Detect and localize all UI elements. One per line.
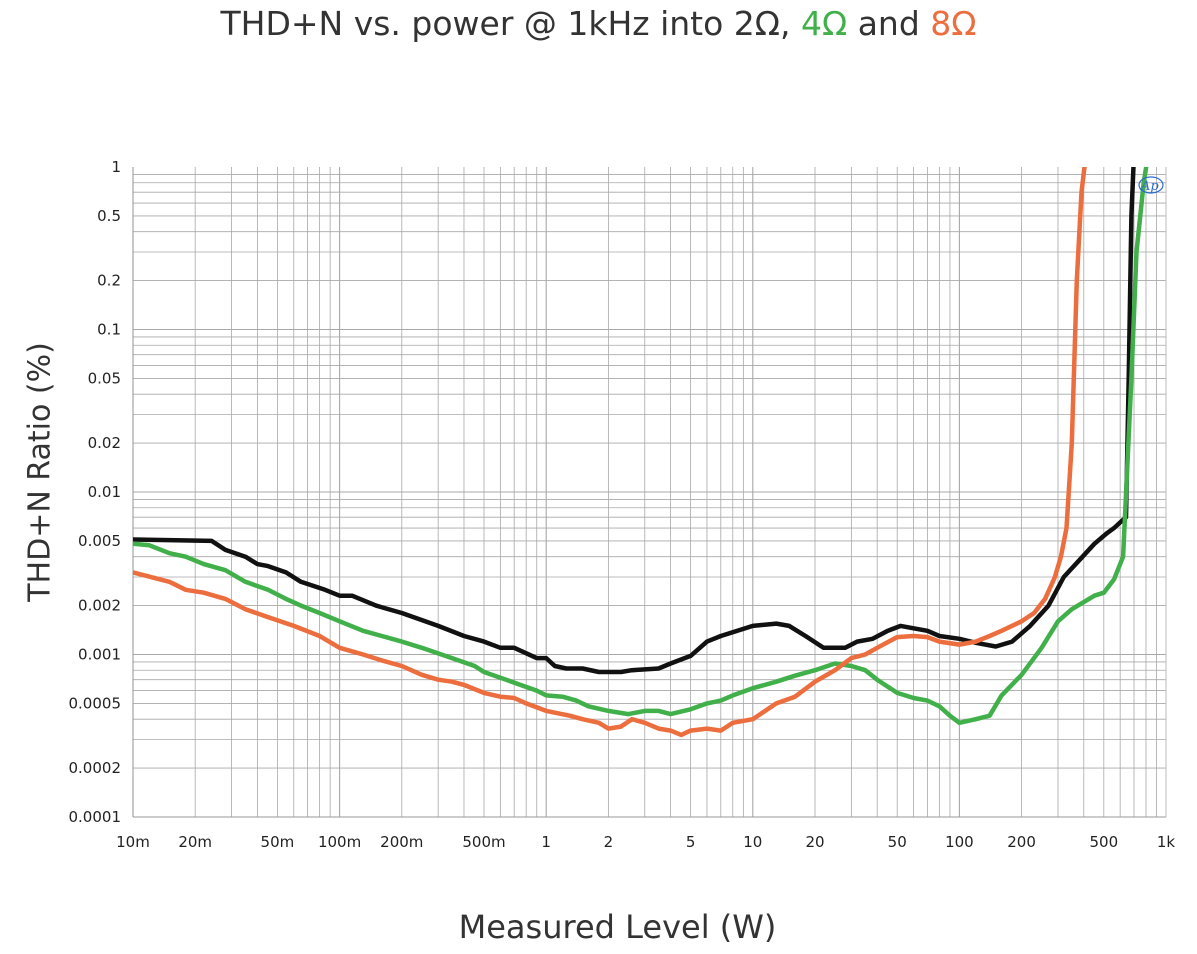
- y-tick-label: 0.02: [88, 434, 121, 452]
- x-tick-label: 1k: [1157, 833, 1176, 851]
- y-tick-label: 0.01: [88, 483, 121, 501]
- title-prefix: THD+N vs. power @ 1kHz into 2Ω,: [220, 4, 801, 43]
- x-tick-label: 200: [1007, 833, 1036, 851]
- x-tick-label: 100: [945, 833, 974, 851]
- series-line-0: [133, 167, 1136, 675]
- x-tick-label: 2: [604, 833, 614, 851]
- title-8ohm: 8Ω: [930, 4, 977, 43]
- y-tick-label: 0.05: [88, 369, 121, 387]
- y-tick-label: 0.0005: [69, 694, 122, 712]
- x-tick-label: 50: [888, 833, 907, 851]
- y-tick-label: 0.002: [78, 597, 121, 615]
- series-line-2: [133, 167, 1087, 738]
- x-tick-label: 1: [541, 833, 551, 851]
- y-tick-labels: 1 0.5 0.2 0.1 0.05 0.02 0.01 0.005 0.002 0.001 0.0…: [69, 158, 122, 826]
- y-axis-label: THD+N Ratio (%): [22, 342, 58, 602]
- x-tick-label: 50m: [261, 833, 295, 851]
- ap-logo-icon: Ap: [1138, 176, 1164, 194]
- title-4ohm: 4Ω: [801, 4, 848, 43]
- series-line-1: [133, 167, 1149, 726]
- y-tick-label: 1: [111, 158, 121, 176]
- y-tick-label: 0.0001: [69, 808, 122, 826]
- y-tick-label: 0.1: [97, 321, 121, 339]
- grid-lines: [132, 167, 1167, 818]
- x-tick-label: 100m: [318, 833, 361, 851]
- title-middle: and: [847, 4, 931, 43]
- y-tick-label: 0.001: [78, 646, 121, 664]
- series-layer: [133, 167, 1149, 738]
- x-tick-label: 10m: [116, 833, 150, 851]
- y-tick-label: 0.0002: [69, 759, 122, 777]
- x-tick-labels: 10m 20m 50m 100m 200m 500m 1 2 5 10 20 50 100 200 500 1…: [116, 833, 1175, 851]
- x-tick-label: 200m: [380, 833, 423, 851]
- y-tick-label: 0.005: [78, 532, 121, 550]
- x-tick-label: 500: [1089, 833, 1118, 851]
- x-tick-label: 20: [805, 833, 824, 851]
- x-tick-label: 5: [686, 833, 696, 851]
- x-tick-label: 20m: [178, 833, 212, 851]
- x-tick-label: 10: [743, 833, 762, 851]
- x-tick-label: 500m: [462, 833, 505, 851]
- y-tick-label: 0.5: [97, 207, 121, 225]
- x-axis-label: Measured Level (W): [458, 908, 777, 946]
- y-tick-label: 0.2: [97, 272, 121, 290]
- chart-title: THD+N vs. power @ 1kHz into 2Ω, 4Ω and 8…: [0, 4, 1197, 43]
- ap-logo-text: Ap: [1140, 179, 1159, 194]
